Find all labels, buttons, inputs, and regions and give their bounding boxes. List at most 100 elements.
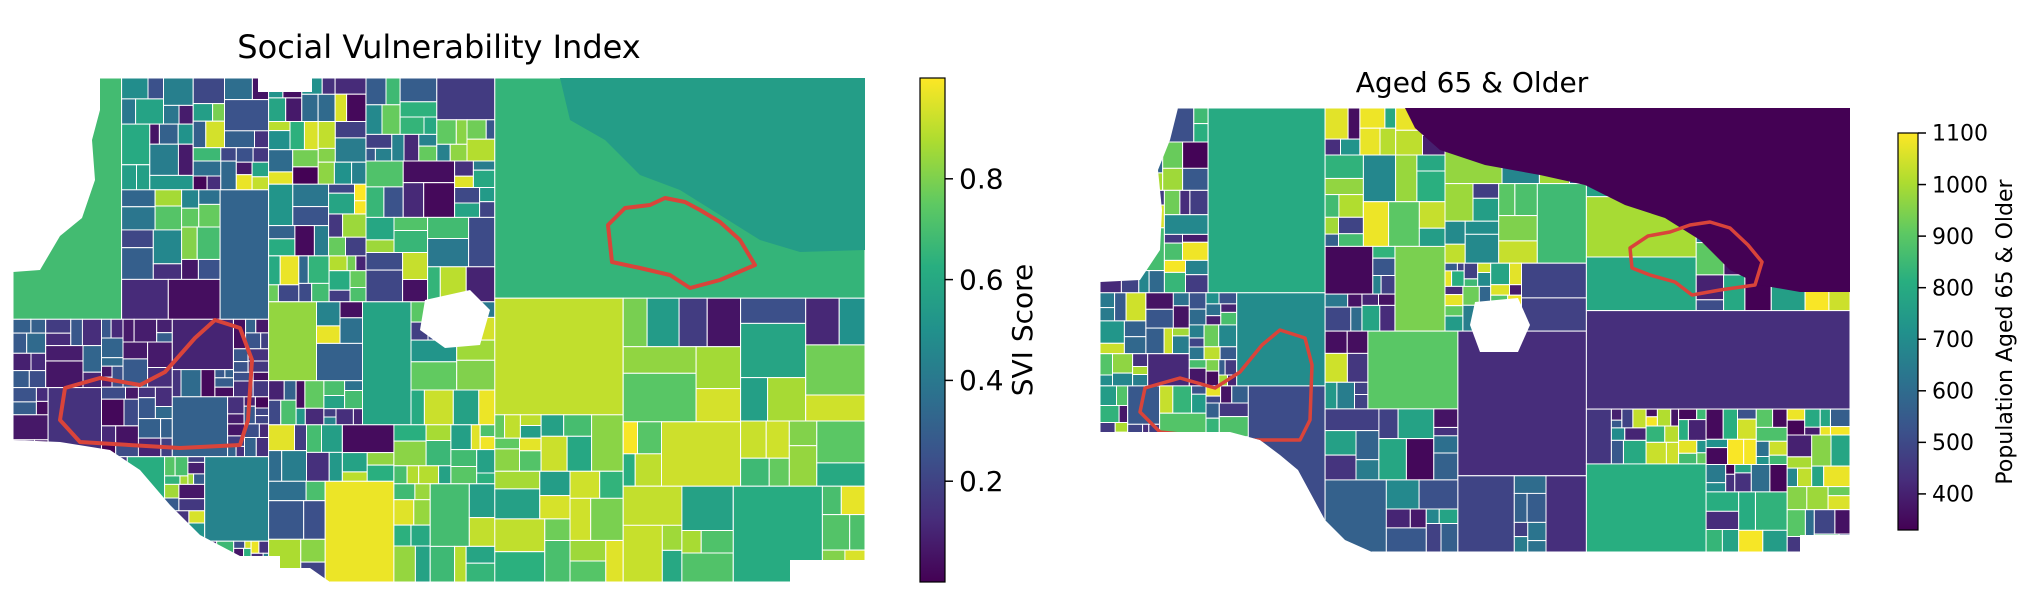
census-tract (164, 475, 181, 485)
census-tract (1762, 529, 1788, 552)
census-tract (317, 93, 336, 123)
census-tract (283, 380, 297, 401)
census-tract (1148, 270, 1165, 294)
census-tract (849, 514, 865, 551)
census-tract (1610, 439, 1624, 465)
colorbar-tick-label: 0.8 (959, 163, 1004, 196)
census-tract (1188, 308, 1207, 326)
census-tract (1141, 543, 1154, 552)
census-tract (1827, 495, 1850, 511)
census-tract (1218, 416, 1249, 438)
census-tract (1656, 408, 1672, 427)
census-tract (121, 123, 151, 166)
census-tract (13, 439, 35, 458)
census-tract (1721, 529, 1740, 552)
census-tract (1388, 201, 1420, 247)
census-tract (352, 408, 363, 426)
census-tract (1444, 220, 1466, 245)
census-tract (1100, 422, 1116, 434)
census-tract (1132, 353, 1149, 368)
census-tract (1514, 183, 1538, 217)
census-tract (661, 421, 741, 487)
census-tract (1433, 427, 1459, 437)
census-tract (1112, 372, 1134, 387)
census-tract (1705, 529, 1723, 552)
census-tract (1354, 381, 1369, 395)
census-tract (254, 415, 270, 425)
census-tract (1513, 521, 1529, 538)
census-tract (1786, 456, 1813, 469)
census-tract (323, 408, 337, 418)
census-tract (569, 540, 607, 562)
census-tract (224, 99, 270, 132)
census-tract (1155, 518, 1167, 529)
census-tract (1203, 346, 1221, 361)
census-tract (243, 547, 252, 561)
census-tract (216, 540, 235, 560)
census-tract (176, 556, 190, 565)
census-tract (661, 524, 683, 551)
census-tract (456, 359, 496, 391)
census-tract (121, 247, 154, 280)
census-tract (1444, 315, 1464, 332)
census-tract (1769, 464, 1788, 493)
census-tract (1743, 438, 1757, 465)
census-tract (427, 216, 470, 239)
census-tract (1231, 385, 1249, 404)
census-tract (1324, 381, 1338, 410)
census-tract (328, 255, 348, 272)
census-tract (251, 176, 270, 191)
census-tract (1193, 123, 1209, 143)
census-tract (1100, 440, 1120, 450)
census-tract (1127, 423, 1144, 442)
colorbar-tick-label: 500 (1932, 431, 1974, 456)
census-tract (393, 465, 408, 485)
census-tract (268, 78, 284, 99)
census-tract (178, 104, 194, 125)
census-tract (362, 301, 412, 426)
census-tract (1786, 486, 1808, 511)
census-tract (1182, 241, 1209, 261)
census-tract (254, 407, 270, 416)
census-tract (476, 472, 496, 485)
census-tract (1395, 129, 1423, 156)
census-tract (1220, 311, 1238, 326)
census-tract (622, 485, 683, 526)
census-tract (1379, 127, 1397, 156)
census-tract (1444, 243, 1466, 264)
census-tract (244, 437, 257, 458)
census-tract (277, 284, 300, 303)
census-tract (1705, 482, 1727, 493)
census-tract (450, 449, 478, 468)
census-tract (1128, 214, 1145, 229)
census-tract (465, 562, 496, 582)
census-tract (268, 255, 281, 286)
census-tract (494, 448, 520, 472)
census-tract (590, 497, 624, 541)
census-tract (732, 485, 823, 582)
census-tract (192, 175, 208, 191)
census-tract (1725, 473, 1736, 493)
census-tract (454, 187, 481, 204)
census-tract (519, 450, 542, 472)
census-tract (101, 365, 113, 378)
census-tract (414, 483, 431, 501)
census-tract (152, 229, 183, 265)
census-tract (171, 369, 182, 398)
census-tract (1804, 509, 1815, 538)
census-tract (1100, 527, 1118, 552)
census-tract (121, 189, 156, 208)
census-tract (1159, 466, 1178, 484)
census-tract (188, 559, 209, 575)
census-tract (1705, 447, 1729, 466)
census-tract (1513, 492, 1528, 523)
census-tract (1144, 448, 1161, 468)
census-tract (805, 344, 865, 396)
census-tract (188, 573, 209, 582)
census-tract (399, 101, 438, 118)
census-tract (1128, 189, 1145, 216)
census-tract (1132, 366, 1149, 375)
census-tract (1425, 508, 1440, 524)
colorbar-tick-label: 700 (1932, 328, 1974, 353)
census-tract (1162, 141, 1184, 169)
